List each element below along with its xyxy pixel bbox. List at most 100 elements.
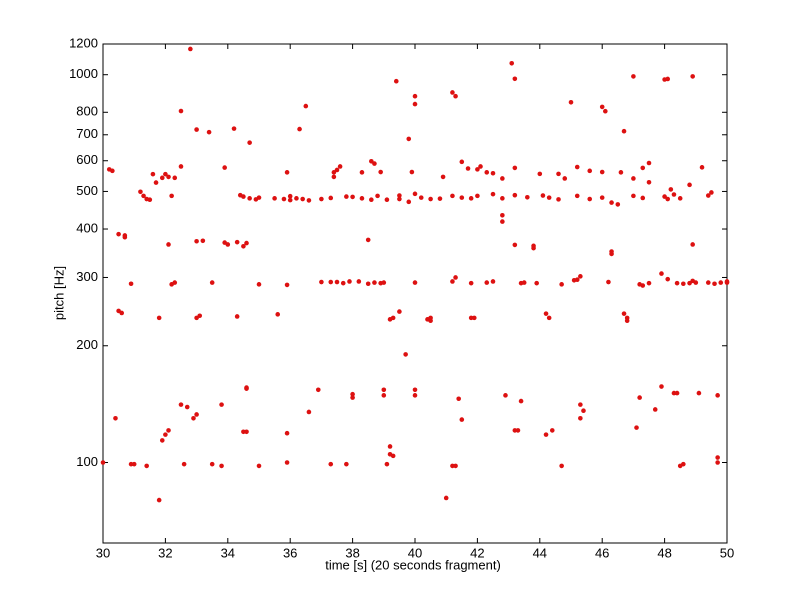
data-point <box>559 282 564 287</box>
data-point <box>652 407 658 412</box>
data-point <box>500 212 505 218</box>
data-point <box>331 170 337 175</box>
data-point <box>122 234 128 240</box>
data-point <box>674 390 680 396</box>
data-point <box>515 428 521 433</box>
data-point <box>659 271 664 276</box>
data-point <box>709 190 714 195</box>
data-point <box>247 140 252 145</box>
data-point <box>328 195 334 201</box>
data-point <box>715 455 720 460</box>
data-point <box>690 74 695 79</box>
data-point <box>178 108 184 114</box>
data-point <box>465 166 471 171</box>
data-point <box>156 497 162 503</box>
data-point <box>705 280 711 285</box>
data-point <box>141 193 146 199</box>
data-point <box>412 101 418 107</box>
data-point <box>188 46 193 52</box>
data-point <box>525 194 530 200</box>
data-point <box>384 461 390 467</box>
data-point <box>384 197 390 203</box>
data-point <box>646 160 652 166</box>
data-point <box>381 280 387 285</box>
data-point <box>331 174 337 180</box>
data-point <box>350 391 355 397</box>
data-point <box>518 398 524 404</box>
data-point <box>574 277 580 283</box>
data-point <box>131 461 137 467</box>
y-tick-label: 200 <box>76 337 98 352</box>
data-point <box>543 432 549 437</box>
data-point <box>621 128 627 134</box>
data-point <box>194 412 199 417</box>
data-point <box>674 280 680 286</box>
data-point <box>181 461 187 467</box>
x-tick-label: 30 <box>96 545 110 560</box>
data-point <box>197 313 203 319</box>
data-point <box>546 315 552 321</box>
data-point <box>219 402 224 407</box>
data-point <box>556 197 561 202</box>
data-point <box>372 280 377 285</box>
data-point <box>603 108 608 114</box>
data-point <box>637 395 642 400</box>
data-point <box>294 196 299 201</box>
y-tick-label: 700 <box>76 126 98 141</box>
data-point <box>715 460 720 465</box>
data-point <box>406 199 412 205</box>
data-point <box>459 195 465 200</box>
data-point <box>484 280 490 285</box>
data-point <box>372 161 377 166</box>
data-point <box>256 463 262 469</box>
data-point <box>418 195 424 200</box>
data-point <box>450 279 455 284</box>
data-point <box>287 197 293 203</box>
data-point <box>241 243 246 249</box>
data-point <box>163 432 168 437</box>
data-point <box>144 196 149 202</box>
data-point <box>334 279 340 285</box>
data-point <box>300 196 305 202</box>
data-point <box>306 409 312 415</box>
data-point <box>699 165 705 170</box>
data-point <box>631 74 636 79</box>
data-point <box>234 314 240 319</box>
data-point <box>219 463 224 469</box>
data-point <box>453 93 458 99</box>
data-point <box>163 171 168 177</box>
data-point <box>562 176 568 181</box>
data-point <box>166 428 171 433</box>
data-point <box>640 195 646 201</box>
data-point <box>284 430 290 436</box>
data-point <box>540 193 546 198</box>
x-tick-label: 42 <box>470 545 484 560</box>
data-point <box>634 425 639 430</box>
data-point <box>350 194 355 200</box>
data-point <box>172 280 178 285</box>
data-point <box>403 352 408 357</box>
data-point <box>247 196 252 201</box>
data-point <box>665 276 671 282</box>
data-point <box>718 280 724 285</box>
data-point <box>450 90 455 95</box>
data-point <box>116 231 121 237</box>
data-point <box>344 194 349 199</box>
data-point <box>169 193 174 199</box>
data-point <box>409 169 415 175</box>
data-point <box>556 171 561 177</box>
y-axis-label: pitch [Hz] <box>51 266 66 320</box>
data-point <box>387 444 393 449</box>
data-point <box>677 196 683 201</box>
data-point <box>578 416 583 421</box>
y-tick-label: 800 <box>76 104 98 119</box>
x-tick-label: 38 <box>345 545 359 560</box>
data-point <box>412 191 418 197</box>
data-point <box>459 417 465 422</box>
data-point <box>412 280 418 285</box>
data-point <box>587 168 593 174</box>
data-point <box>340 280 346 286</box>
data-point <box>715 393 720 398</box>
data-point <box>456 396 461 402</box>
data-point <box>244 429 249 435</box>
